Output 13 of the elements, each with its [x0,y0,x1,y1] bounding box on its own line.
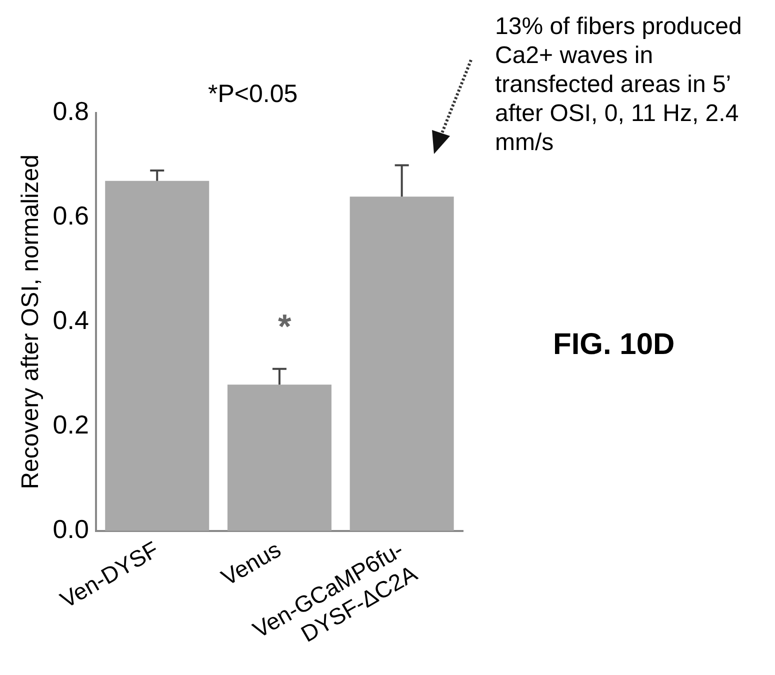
y-tick-label: 0.8 [52,96,89,126]
y-tick-label: 0.4 [52,305,89,336]
bar [350,196,454,531]
caption: FIG. 10D [553,328,675,362]
bar [105,180,210,531]
bar [227,384,332,531]
text: 13% of fibers produced Ca2+ waves in transfected areas in 5’ after OSI, 0, 11 Hz, 2.4 mm/s [495,12,743,157]
y-tick-label: 0.0 [52,514,89,544]
y-tick-label: 0.6 [52,200,89,231]
y-tick-label: 0.2 [52,410,89,440]
annotation: * [278,308,292,347]
y-axis-title: Recovery after OSI, normalized [17,154,44,490]
text: *P<0.05 [208,80,298,109]
